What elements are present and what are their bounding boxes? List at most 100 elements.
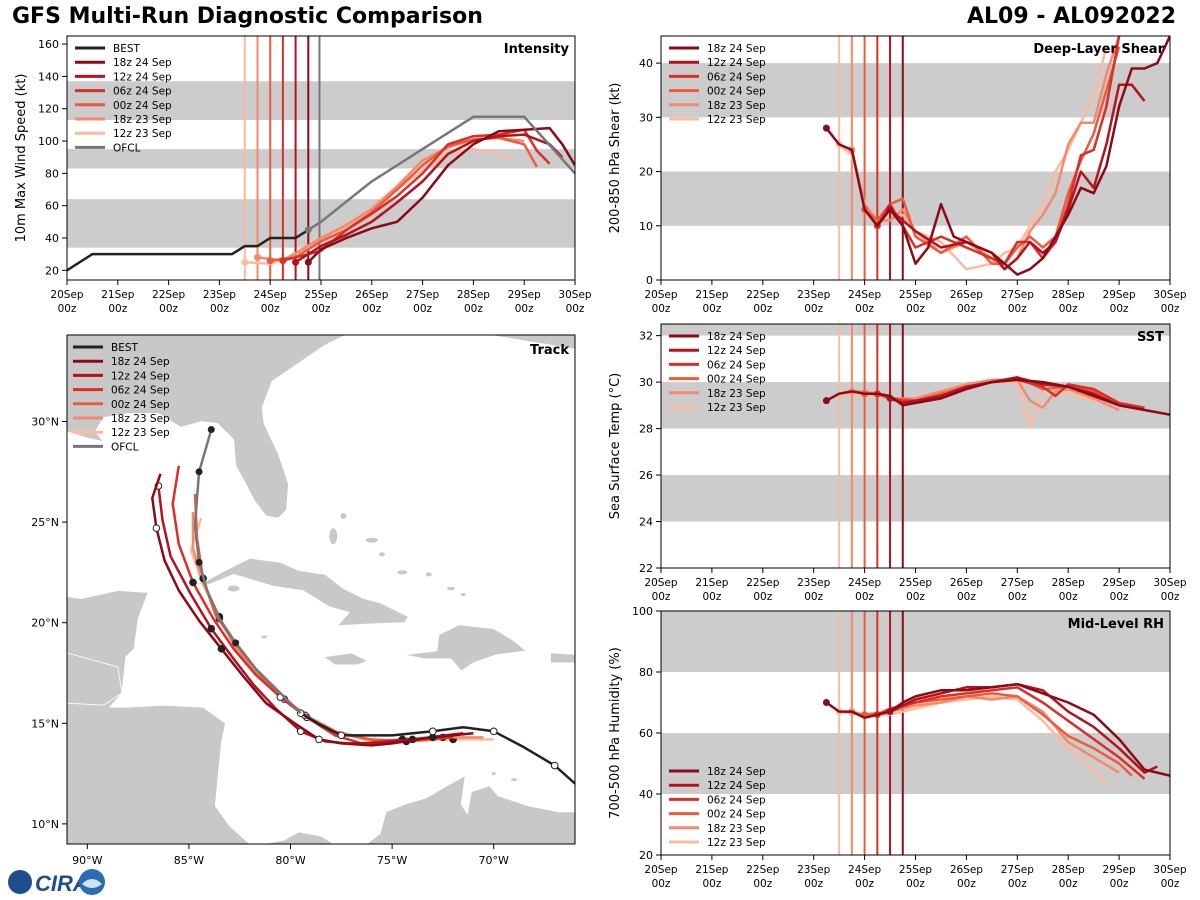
- x-tick-label: 22Sep: [746, 577, 779, 589]
- ofcl-track-point: [195, 468, 203, 476]
- y-tick-label: 40: [45, 232, 59, 245]
- x-tick-label: 25Sep: [304, 289, 337, 301]
- track-map-area: [67, 335, 575, 844]
- best-track-line: [300, 712, 575, 785]
- small-island: [378, 552, 385, 557]
- panel-title: SST: [1137, 330, 1164, 345]
- legend-label: 12z 23 Sep: [707, 402, 766, 414]
- y-tick-label: 80: [45, 167, 59, 180]
- small-island: [397, 570, 408, 575]
- y-tick-label: 30: [639, 111, 653, 124]
- x-tick-label: 29Sep: [1103, 289, 1136, 301]
- legend-label: 06z 24 Sep: [111, 385, 170, 397]
- legend-label: 06z 24 Sep: [707, 359, 766, 371]
- series-line: [294, 133, 564, 264]
- y-tick-label: 10°N: [31, 818, 59, 831]
- threshold-band: [67, 199, 575, 248]
- x-tick-label: 00z: [515, 303, 534, 315]
- y-tick-label: 0: [646, 274, 653, 287]
- x-tick-label: 00z: [1008, 591, 1027, 603]
- small-island: [460, 592, 466, 597]
- track-point: [207, 624, 216, 633]
- track-point: [217, 645, 226, 653]
- small-island: [425, 572, 432, 577]
- ofcl-track-point: [195, 558, 203, 566]
- x-tick-label: 23Sep: [797, 577, 830, 589]
- panel-legend: 18z 24 Sep 12z 24 Sep 06z 24 Sep 00z 24 Sep…: [669, 43, 766, 126]
- x-tick-label: 80°W: [275, 854, 305, 867]
- x-tick-label: 28Sep: [1052, 577, 1085, 589]
- best-track-point: [550, 761, 559, 770]
- x-tick-label: 00z: [1161, 591, 1180, 603]
- legend-label: 18z 23 Sep: [707, 388, 766, 400]
- y-tick-label: 10: [639, 220, 653, 233]
- legend-label: BEST: [111, 342, 139, 354]
- x-tick-label: 28Sep: [457, 289, 490, 301]
- x-tick-label: 00z: [855, 591, 874, 603]
- panel-rh: 20Sep 00z 21Sep 00z 22Sep 00z 23Sep 00z 24Sep 00z…: [608, 605, 1187, 890]
- legend-label: 18z 24 Sep: [111, 356, 170, 368]
- legend-label: 12z 24 Sep: [707, 345, 766, 357]
- x-tick-label: 00z: [702, 591, 721, 603]
- x-tick-label: 00z: [1059, 591, 1078, 603]
- y-tick-label: 32: [639, 330, 653, 343]
- y-tick-label: 22: [639, 562, 653, 575]
- y-tick-label: 160: [38, 38, 59, 51]
- legend-label: 18z 24 Sep: [707, 331, 766, 343]
- legend-label: 06z 24 Sep: [707, 71, 766, 83]
- y-tick-label: 140: [38, 70, 59, 83]
- threshold-band: [661, 324, 1170, 336]
- legend-label: OFCL: [111, 441, 139, 453]
- x-tick-label: 20Sep: [644, 577, 677, 589]
- x-tick-label: 00z: [906, 878, 925, 890]
- threshold-band: [661, 171, 1170, 226]
- small-island: [491, 772, 496, 776]
- legend-label: 12z 24 Sep: [113, 71, 172, 83]
- panel-legend: 18z 24 Sep 12z 24 Sep 06z 24 Sep 00z 24 Sep…: [669, 331, 766, 414]
- series-line: [307, 126, 575, 264]
- series-line: [889, 83, 1146, 271]
- legend-label: 18z 23 Sep: [707, 100, 766, 112]
- legend-label: 00z 24 Sep: [707, 374, 766, 386]
- y-axis-label: Sea Surface Temp (°C): [608, 373, 623, 520]
- y-tick-label: 100: [38, 135, 59, 148]
- x-tick-label: 00z: [804, 303, 823, 315]
- x-tick-label: 25Sep: [899, 577, 932, 589]
- cira-logo: CIRA: [8, 869, 105, 896]
- x-tick-label: 00z: [1008, 303, 1027, 315]
- land-mass: [322, 652, 369, 666]
- panel-legend: 18z 24 Sep 12z 24 Sep 06z 24 Sep 00z 24 Sep…: [669, 766, 766, 849]
- series-start-point: [266, 257, 274, 265]
- y-tick-label: 20: [639, 166, 653, 179]
- x-tick-label: 20Sep: [50, 289, 83, 301]
- series-line: [825, 378, 1170, 416]
- figure-title: GFS Multi-Run Diagnostic Comparison: [12, 4, 483, 29]
- x-tick-label: 00z: [1059, 878, 1078, 890]
- y-tick-label: 40: [639, 788, 653, 801]
- x-tick-label: 23Sep: [203, 289, 236, 301]
- panel-intensity: 20Sep 00z 21Sep 00z 22Sep 00z 23Sep 00z 24Sep 00z…: [14, 35, 592, 315]
- x-tick-label: 29Sep: [1103, 577, 1136, 589]
- x-tick-label: 85°W: [174, 854, 204, 867]
- legend-label: 18z 23 Sep: [113, 114, 172, 126]
- x-tick-label: 23Sep: [797, 864, 830, 876]
- y-tick-label: 20: [45, 264, 59, 277]
- x-tick-label: 00z: [58, 303, 77, 315]
- series-line: [270, 136, 538, 262]
- threshold-band: [661, 475, 1170, 522]
- y-tick-label: 25°N: [31, 516, 59, 529]
- small-island: [227, 585, 240, 592]
- land-mass: [550, 652, 575, 664]
- x-tick-label: 00z: [210, 303, 229, 315]
- legend-label: 12z 23 Sep: [707, 837, 766, 849]
- x-tick-label: 00z: [312, 303, 331, 315]
- land-mass: [365, 774, 575, 844]
- x-tick-label: 27Sep: [406, 289, 439, 301]
- track-point: [152, 524, 161, 532]
- x-tick-label: 26Sep: [950, 577, 983, 589]
- cira-logo-globe: [8, 870, 32, 894]
- x-tick-label: 20Sep: [644, 289, 677, 301]
- x-tick-label: 00z: [753, 878, 772, 890]
- y-tick-label: 15°N: [31, 717, 59, 730]
- series-start-point: [254, 253, 261, 261]
